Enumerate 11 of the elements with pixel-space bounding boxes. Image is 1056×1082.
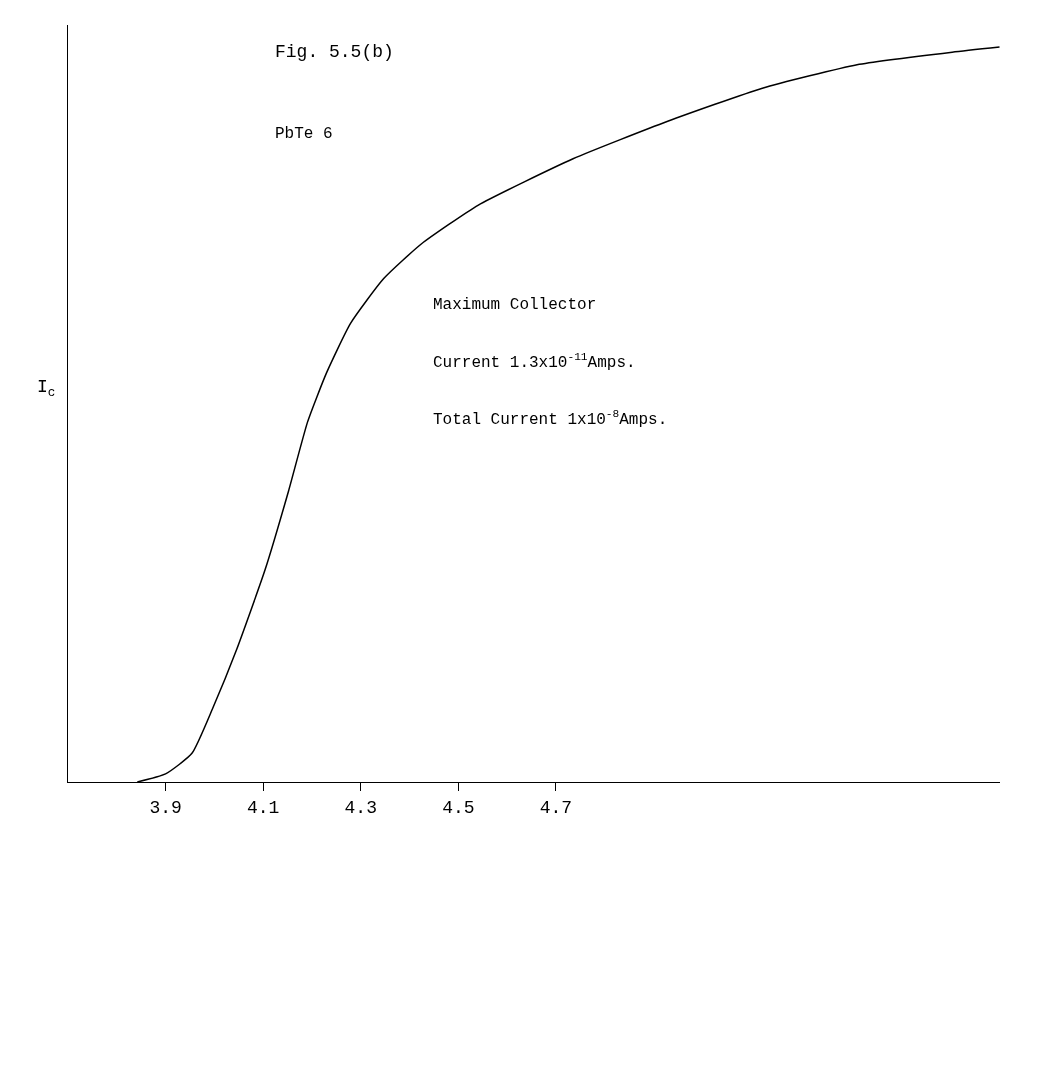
annotation: Current 1.3x10$^{-11}$Amps.	[433, 351, 636, 372]
x-tick-label: 4.7	[539, 797, 573, 818]
annotation: Maximum Collector	[433, 296, 597, 314]
annotation: Total Current 1x10$^{-8}$Amps.	[433, 408, 668, 429]
chart-title: Fig. 5.5(b)	[275, 42, 394, 62]
text: PbTe 6	[275, 125, 333, 143]
y-axis-title: I$_{c}$	[37, 377, 56, 400]
x-tick-label: 4.5	[442, 797, 475, 818]
x-tick-label: 3.9	[149, 797, 182, 818]
x-tick-label: 4.1	[246, 797, 280, 818]
x-tick-label: 4.3	[344, 797, 377, 818]
